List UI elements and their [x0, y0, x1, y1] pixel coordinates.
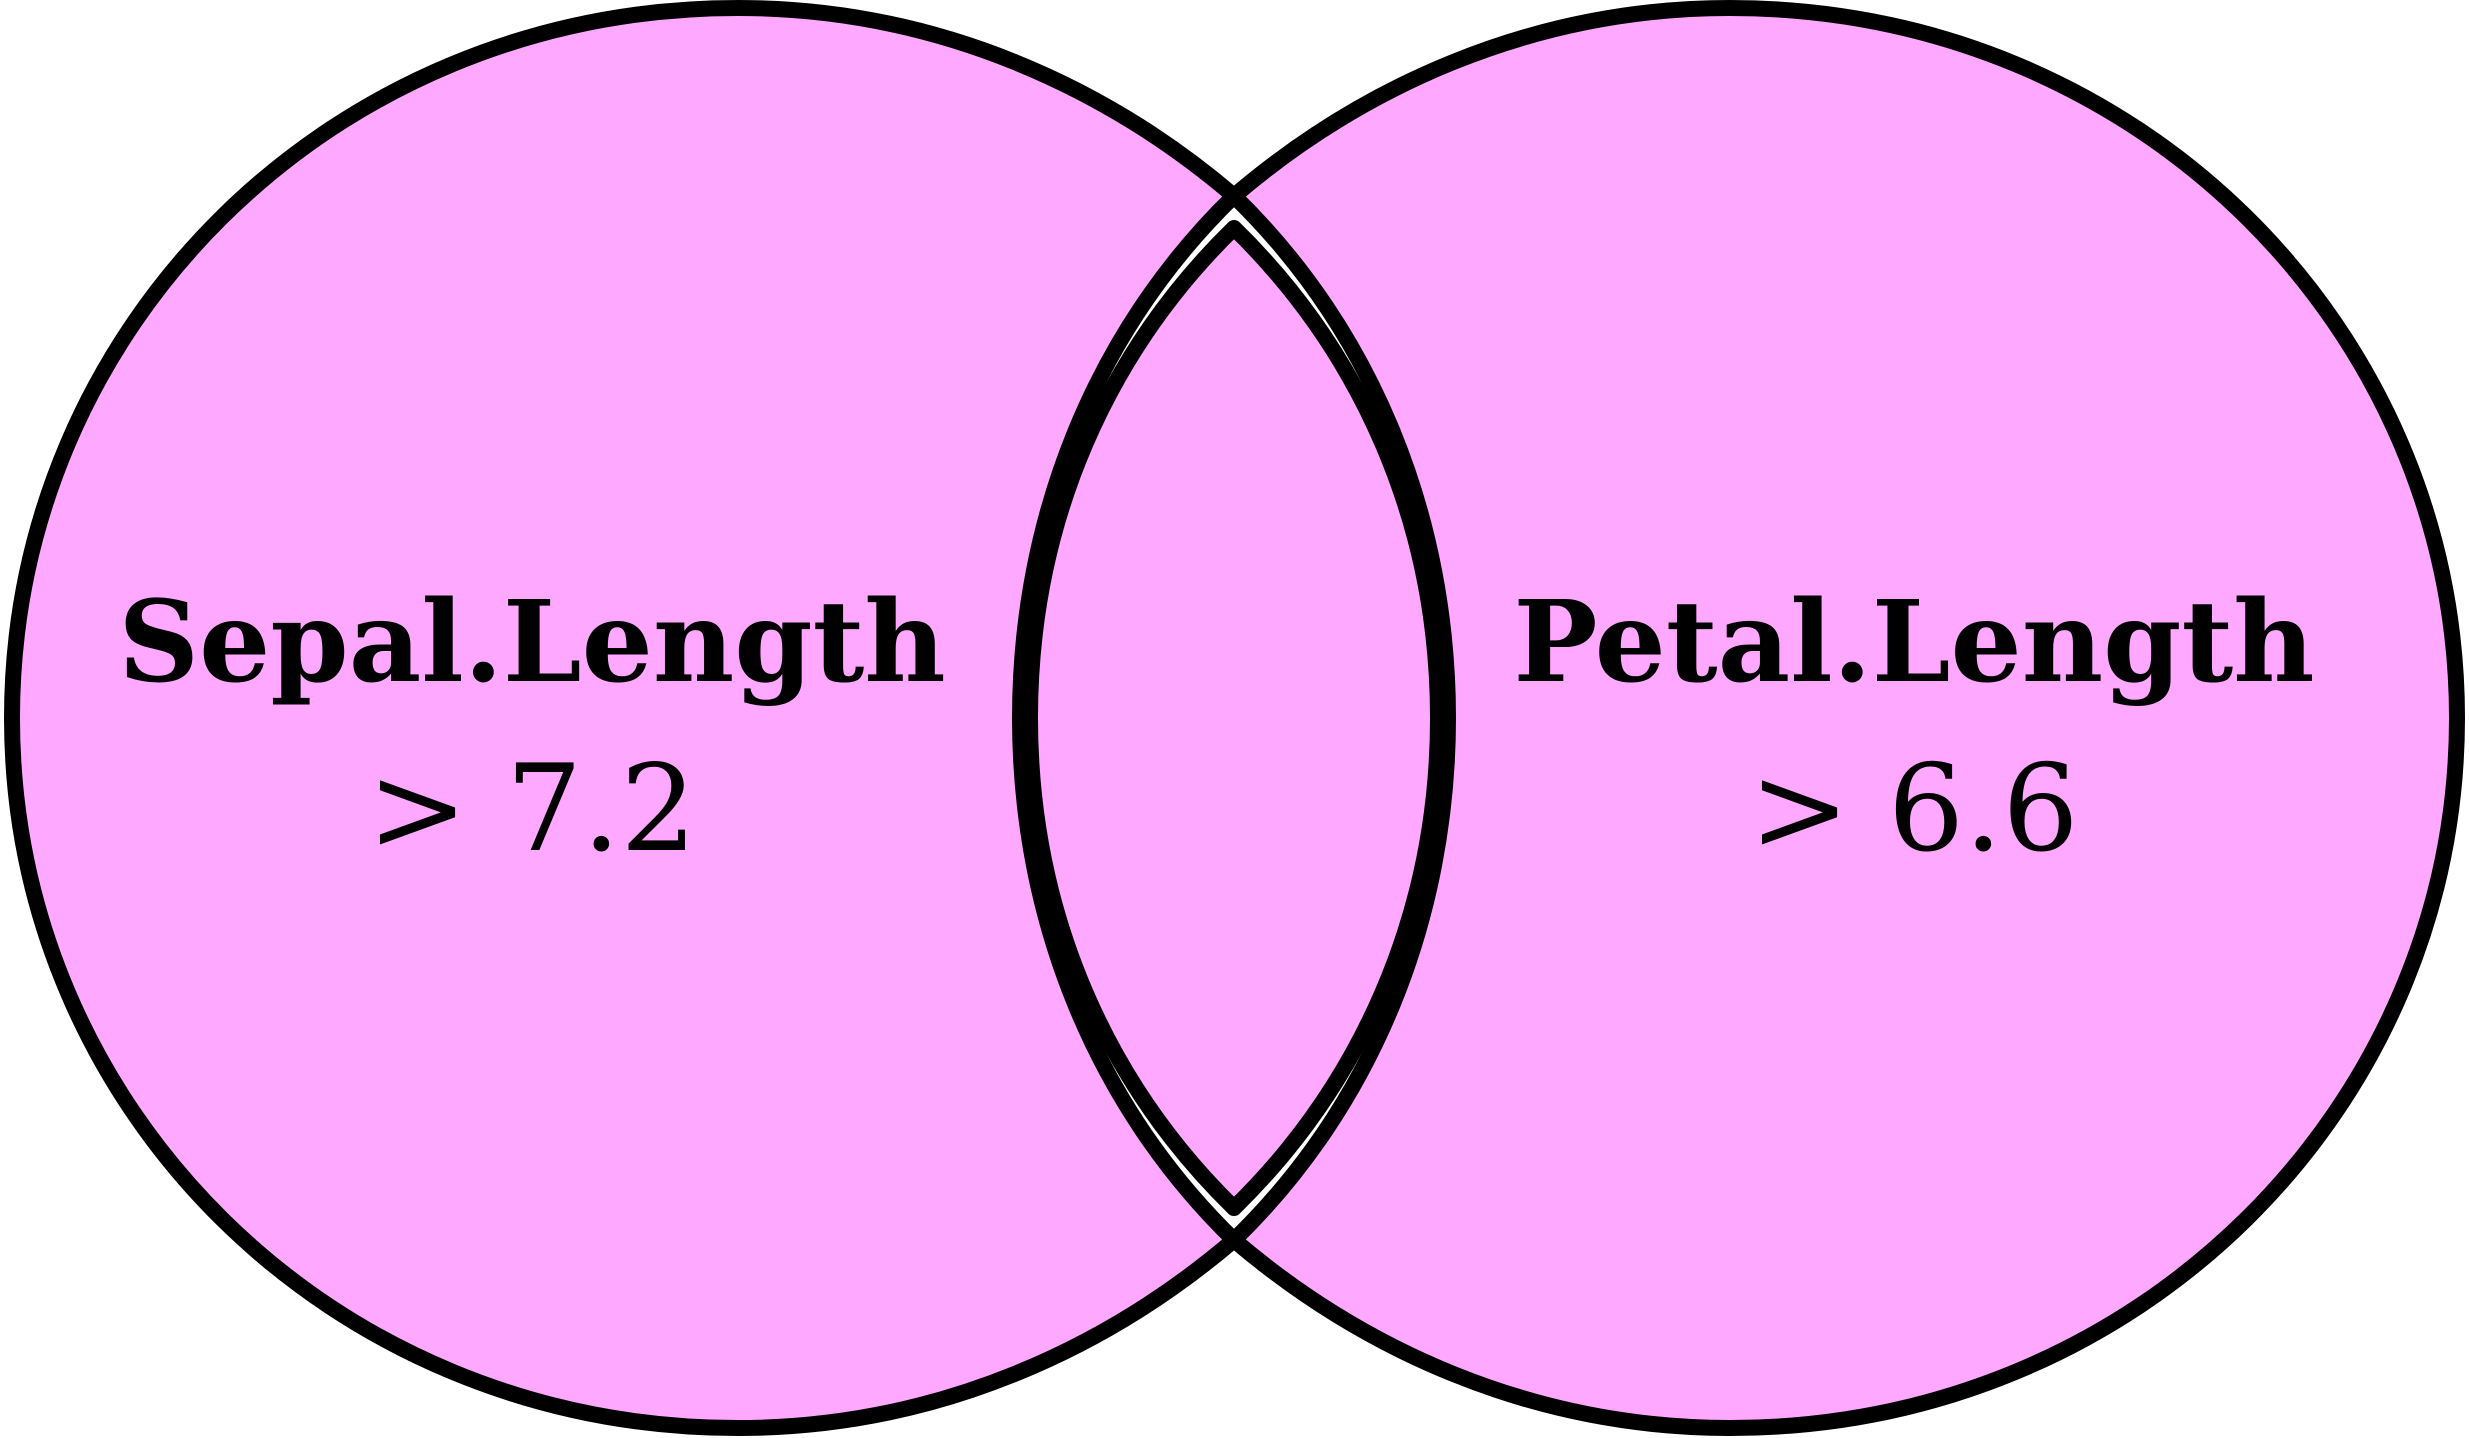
- region-intersection: [1022, 220, 1446, 1216]
- set-label-right: Petal.Length: [1513, 577, 2314, 708]
- set-label-left: Sepal.Length: [118, 577, 945, 708]
- region-petal-length-only: [1226, 0, 2465, 1436]
- set-condition-left: > 7.2: [367, 740, 697, 879]
- set-condition-right: > 6.6: [1749, 740, 2079, 879]
- venn-regions: [4, 0, 2465, 1436]
- set-labels: Sepal.Length > 7.2 Petal.Length > 6.6: [118, 577, 2314, 879]
- region-sepal-length-only: [4, 0, 1242, 1436]
